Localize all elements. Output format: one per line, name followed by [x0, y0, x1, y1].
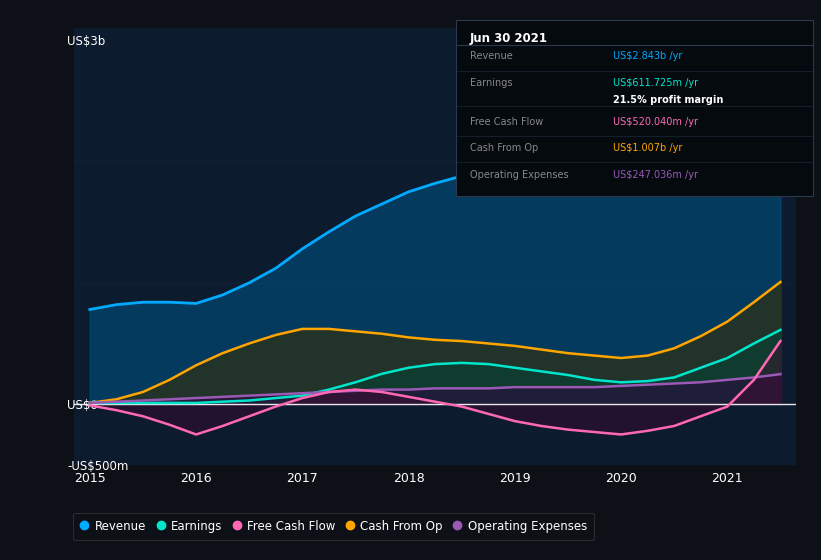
- Text: Cash From Op: Cash From Op: [470, 143, 539, 153]
- Legend: Revenue, Earnings, Free Cash Flow, Cash From Op, Operating Expenses: Revenue, Earnings, Free Cash Flow, Cash …: [72, 512, 594, 540]
- Text: Revenue: Revenue: [470, 52, 512, 62]
- Text: Operating Expenses: Operating Expenses: [470, 170, 569, 180]
- Text: Free Cash Flow: Free Cash Flow: [470, 116, 544, 127]
- Text: 21.5% profit margin: 21.5% profit margin: [612, 95, 723, 105]
- Text: Earnings: Earnings: [470, 78, 512, 88]
- Text: US$520.040m /yr: US$520.040m /yr: [612, 116, 698, 127]
- Text: US$247.036m /yr: US$247.036m /yr: [612, 170, 698, 180]
- Text: US$1.007b /yr: US$1.007b /yr: [612, 143, 682, 153]
- Text: US$2.843b /yr: US$2.843b /yr: [612, 52, 682, 62]
- Text: Jun 30 2021: Jun 30 2021: [470, 32, 548, 45]
- Text: US$611.725m /yr: US$611.725m /yr: [612, 78, 698, 88]
